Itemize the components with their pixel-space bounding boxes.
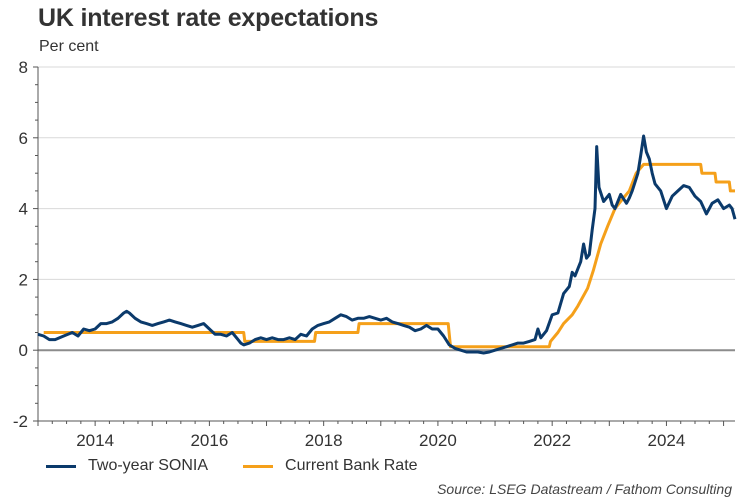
legend-item-sonia: Two-year SONIA <box>46 457 208 475</box>
x-tick-label: 2018 <box>305 431 343 450</box>
y-tick-label: 8 <box>19 58 28 77</box>
chart-title: UK interest rate expectations <box>38 4 379 32</box>
series-line-two-year-sonia <box>37 134 737 355</box>
source-note: Source: LSEG Datastream / Fathom Consult… <box>437 481 732 497</box>
x-tick-labels: 2014 2016 2018 2020 2022 2024 <box>76 431 685 450</box>
x-tick-label: 2014 <box>76 431 114 450</box>
y-tick-labels: -2 0 2 4 6 8 <box>13 58 28 431</box>
y-tick-label: 2 <box>19 270 28 289</box>
y-tick-label: 4 <box>19 200 28 219</box>
y-tick-label: 0 <box>19 341 28 360</box>
x-tick-label: 2022 <box>533 431 571 450</box>
y-tick-label: 6 <box>19 129 28 148</box>
series-lines <box>37 134 737 355</box>
series-line-current-bank-rate <box>43 162 735 349</box>
y-axis-unit-label: Per cent <box>39 38 99 55</box>
legend: Two-year SONIA Current Bank Rate <box>46 457 453 475</box>
legend-swatch-sonia <box>46 464 76 468</box>
legend-label-bank-rate: Current Bank Rate <box>285 457 418 474</box>
axes <box>33 66 735 426</box>
x-tick-label: 2020 <box>419 431 457 450</box>
x-tick-label: 2016 <box>190 431 228 450</box>
legend-label-sonia: Two-year SONIA <box>88 457 209 474</box>
x-tick-label: 2024 <box>648 431 686 450</box>
gridlines <box>38 66 735 352</box>
y-tick-label: -2 <box>13 412 28 431</box>
legend-item-bank-rate: Current Bank Rate <box>243 457 418 475</box>
legend-swatch-bank-rate <box>243 464 274 468</box>
